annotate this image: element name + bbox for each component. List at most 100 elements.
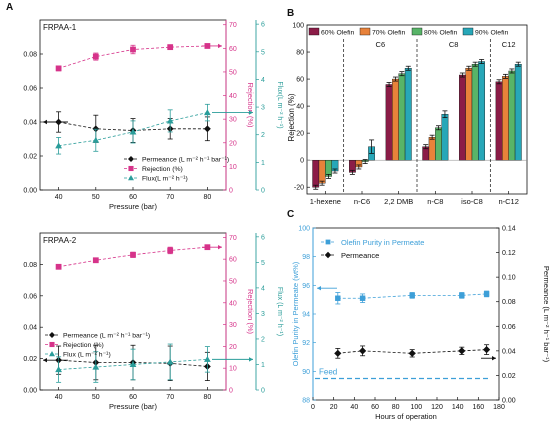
arrow-head — [249, 110, 253, 115]
flux-axis-label: Flux (L m⁻² h⁻¹) — [276, 287, 283, 336]
panel-label: B — [287, 8, 294, 19]
chart-title: FRPAA-1 — [43, 23, 77, 32]
error-bar — [459, 72, 465, 78]
permeance-tick-label: 0.10 — [502, 275, 516, 282]
y-tick-label: 0.04 — [23, 120, 37, 127]
panel-label: C — [287, 209, 294, 220]
x-tick-label: 60 — [129, 394, 137, 401]
error-bar — [369, 139, 375, 154]
x-tick-label: 140 — [452, 404, 464, 411]
error-bar — [466, 65, 472, 71]
bar — [318, 159, 326, 184]
rejection-tick-label: 20 — [229, 344, 237, 351]
bar — [514, 64, 522, 161]
x-axis-label: Pressure (bar) — [109, 202, 157, 211]
x-tick-label: 40 — [350, 404, 358, 411]
purity-tick-label: 90 — [302, 369, 310, 376]
group-label: C6 — [376, 40, 386, 49]
x-axis-label: Pressure (bar) — [109, 402, 157, 411]
legend-label: 70% Olefin — [372, 30, 405, 37]
error-bar — [496, 79, 502, 85]
rejection-axis-arrow — [202, 43, 222, 49]
bar — [508, 70, 516, 161]
x-tick-label: 0 — [311, 404, 315, 411]
error-bar — [405, 65, 411, 71]
permeance-point — [359, 347, 367, 355]
x-tick-label: 50 — [92, 194, 100, 201]
bar — [385, 84, 393, 161]
arrow-head — [492, 356, 496, 361]
legend-label: Permeance (L m⁻² h⁻¹ bar⁻¹) — [63, 333, 150, 340]
rejection-tick-label: 50 — [229, 69, 237, 76]
x-tick-label: 60 — [129, 194, 137, 201]
permeance-line — [337, 349, 487, 354]
legend-marker — [325, 239, 331, 245]
bar — [495, 81, 503, 161]
category-label: 1-hexene — [310, 197, 341, 206]
rejection-axis-label: Rejection (%) — [246, 289, 255, 335]
y-tick-label: 0.06 — [23, 86, 37, 93]
permeance-tick-label: 0.04 — [502, 348, 516, 355]
permeance-tick-label: 0.06 — [502, 324, 516, 331]
error-bar — [326, 173, 332, 179]
legend-marker — [128, 165, 134, 172]
flux-tick-label: 3 — [261, 105, 265, 112]
arrow-head — [43, 357, 47, 363]
rejection-axis-arrow — [202, 244, 222, 250]
purity-axis-label: Olefin Purity in Permeate (wt%) — [291, 261, 300, 366]
purity-line — [337, 293, 487, 299]
error-bar — [399, 71, 405, 77]
x-tick-label: 50 — [92, 394, 100, 401]
flux-tick-label: 3 — [261, 311, 265, 318]
error-bar — [479, 59, 485, 64]
permeance-point — [408, 349, 416, 357]
legend-label: Permeance (L m⁻² h⁻¹ bar⁻¹) — [142, 157, 229, 164]
flux-tick-label: 4 — [261, 77, 265, 84]
legend-marker — [128, 175, 134, 181]
category-label: 2,2 DMB — [384, 197, 413, 206]
y-tick-label: 0.00 — [23, 388, 37, 395]
y-tick-label: -20 — [294, 185, 304, 192]
data-point — [92, 363, 100, 370]
permeance-axis-label: Permeance (L m⁻² h⁻¹ bar⁻¹) — [542, 266, 551, 363]
y-tick-label: 40 — [296, 104, 304, 111]
y-tick-label: 0.00 — [23, 188, 37, 195]
permeance-point — [483, 346, 491, 354]
error-bar — [442, 110, 448, 119]
legend-marker — [324, 251, 332, 259]
permeance-axis-arrow — [43, 357, 68, 363]
legend-swatch — [359, 27, 371, 36]
error-bar — [509, 68, 515, 74]
y-tick-label: 0.08 — [23, 52, 37, 59]
bar — [325, 159, 332, 177]
error-bar — [472, 61, 478, 67]
arrow-head — [249, 357, 253, 362]
data-point — [204, 125, 211, 133]
x-tick-label: 70 — [166, 394, 174, 401]
x-tick-label: 80 — [204, 394, 212, 401]
data-point — [166, 358, 174, 365]
flux-axis-label: Flux(L m⁻² h⁻¹) — [276, 81, 283, 128]
arrow-head — [43, 119, 47, 125]
data-point — [166, 117, 174, 124]
flux-tick-label: 1 — [261, 160, 265, 167]
rejection-tick-label: 40 — [229, 93, 237, 100]
flux-tick-label: 2 — [261, 132, 265, 139]
rejection-tick-label: 20 — [229, 140, 237, 147]
purity-point — [483, 291, 490, 297]
legend-label: Permeance — [341, 251, 379, 260]
arrow-head — [218, 244, 222, 250]
legend-label: Rejection (%) — [142, 166, 183, 173]
error-bar — [392, 76, 398, 82]
bar — [404, 68, 412, 161]
rejection-tick-label: 30 — [229, 117, 237, 124]
data-point — [130, 46, 136, 53]
rejection-tick-label: 10 — [229, 164, 237, 171]
rejection-tick-label: 30 — [229, 322, 237, 329]
legend-label: Olefin Purity in Permeate — [341, 238, 424, 247]
panel-c-chart: C 88 90 92 94 96 98 100 Olefin Purity in Permeat… — [287, 209, 551, 421]
rejection-tick-label: 70 — [229, 235, 237, 242]
legend-label: Flux(L m⁻² h⁻¹) — [142, 176, 188, 183]
bar — [312, 159, 320, 188]
